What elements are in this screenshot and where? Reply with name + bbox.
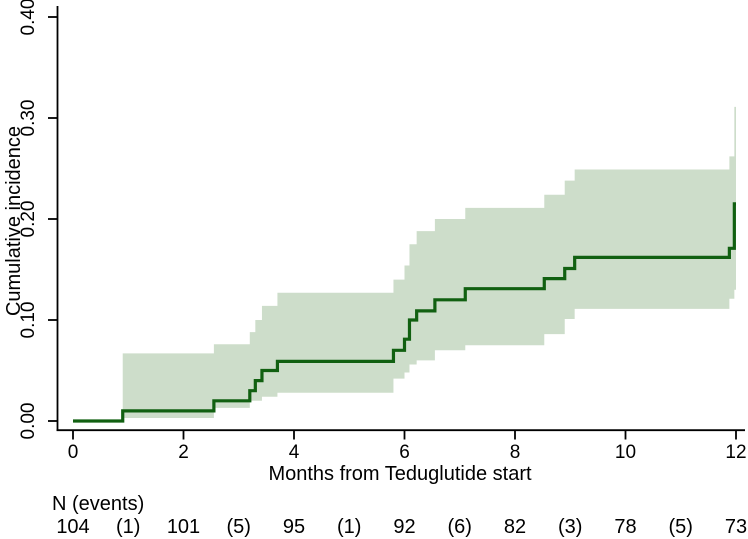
x-tick-label: 12 bbox=[725, 442, 746, 463]
x-tick-label: 4 bbox=[289, 442, 300, 463]
risk-table-entry: 73 bbox=[725, 516, 747, 538]
risk-table-entry: 101 bbox=[167, 516, 200, 538]
risk-table-entry: 104 bbox=[56, 516, 89, 538]
y-tick-label: 0.30 bbox=[18, 100, 39, 137]
x-tick-label: 8 bbox=[510, 442, 521, 463]
risk-table-entry: (3) bbox=[558, 516, 582, 538]
x-axis-title: Months from Teduglutide start bbox=[268, 463, 532, 485]
x-axis-ticks: 0 2 4 6 8 10 12 bbox=[68, 430, 747, 463]
incidence-step-line-layer bbox=[73, 202, 736, 423]
risk-table-entry: (1) bbox=[116, 516, 140, 538]
confidence-band-area bbox=[122, 106, 737, 418]
x-tick-label: 6 bbox=[399, 442, 410, 463]
risk-table-entry: (1) bbox=[337, 516, 361, 538]
incidence-step-line bbox=[73, 202, 736, 423]
y-tick-label: 0.40 bbox=[18, 0, 39, 35]
x-tick-label: 10 bbox=[615, 442, 636, 463]
risk-table-entry: 78 bbox=[614, 516, 636, 538]
x-tick-label: 2 bbox=[178, 442, 189, 463]
risk-table-entry: 82 bbox=[504, 516, 526, 538]
x-tick-label: 0 bbox=[68, 442, 79, 463]
risk-table-row: 104 (1) 101 (5) 95 (1) 92 (6) 82 (3) 78 (5) 73 bbox=[56, 516, 747, 538]
confidence-band-layer bbox=[122, 106, 737, 418]
risk-table-entry: (5) bbox=[227, 516, 251, 538]
risk-table-entry: (5) bbox=[669, 516, 693, 538]
y-tick-label: 0.10 bbox=[18, 302, 39, 339]
risk-table-entry: 92 bbox=[393, 516, 415, 538]
risk-table-header: N (events) bbox=[52, 493, 144, 515]
y-tick-label: 0.00 bbox=[18, 403, 39, 440]
y-tick-label: 0.20 bbox=[18, 201, 39, 238]
risk-table-entry: 95 bbox=[283, 516, 305, 538]
risk-table-entry: (6) bbox=[448, 516, 472, 538]
y-axis-title: Cumulative incidence bbox=[3, 126, 25, 316]
y-axis-ticks: 0.00 0.10 0.20 0.30 0.40 bbox=[18, 0, 58, 439]
